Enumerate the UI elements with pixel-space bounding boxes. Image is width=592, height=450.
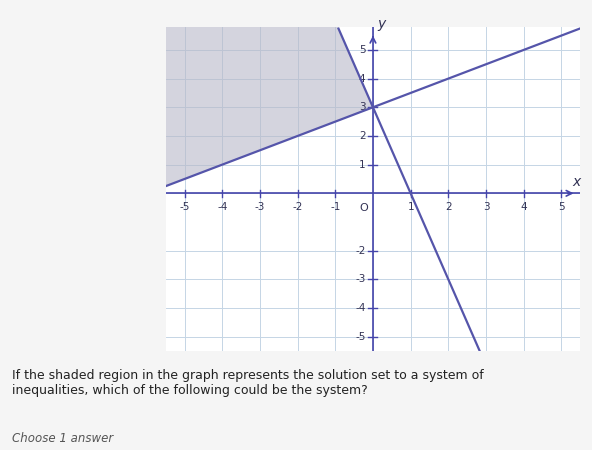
Text: y: y (378, 17, 386, 32)
Text: Choose 1 answer: Choose 1 answer (12, 432, 113, 445)
Text: -3: -3 (355, 274, 365, 284)
Text: -5: -5 (179, 202, 190, 212)
Text: 1: 1 (407, 202, 414, 212)
Text: 1: 1 (359, 160, 365, 170)
Text: x: x (572, 175, 580, 189)
Text: 3: 3 (482, 202, 490, 212)
Text: -5: -5 (355, 332, 365, 342)
Text: -3: -3 (255, 202, 265, 212)
Text: O: O (359, 203, 368, 213)
Polygon shape (166, 27, 373, 186)
Text: -1: -1 (330, 202, 340, 212)
Text: 5: 5 (558, 202, 565, 212)
Text: 5: 5 (359, 45, 365, 55)
Text: -2: -2 (355, 246, 365, 256)
Text: 4: 4 (359, 74, 365, 84)
Text: 2: 2 (359, 131, 365, 141)
Text: -2: -2 (292, 202, 303, 212)
Text: -4: -4 (217, 202, 227, 212)
Text: If the shaded region in the graph represents the solution set to a system of
ine: If the shaded region in the graph repres… (12, 369, 484, 397)
Text: -4: -4 (355, 303, 365, 313)
Text: 3: 3 (359, 102, 365, 112)
Text: 4: 4 (520, 202, 527, 212)
Text: 2: 2 (445, 202, 452, 212)
